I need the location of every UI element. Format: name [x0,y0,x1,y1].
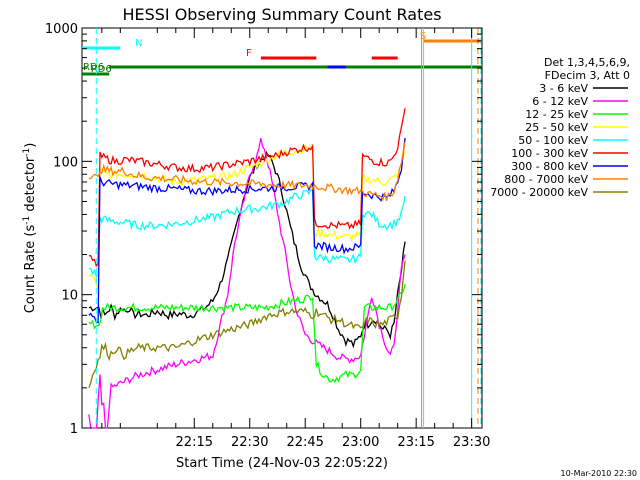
legend-label-2: 12 - 25 keV [525,108,588,121]
series-line-5 [88,108,406,268]
y-tick-label: 1 [70,422,78,437]
series-line-4 [88,188,406,279]
series-line-1 [88,137,406,429]
x-tick-label: 22:30 [231,435,268,450]
state-bar-label-3: RD6 [83,62,104,73]
plot-border [81,27,483,429]
y-axis-label-mid: detector [23,156,38,216]
chart-title: HESSI Observing Summary Count Rates [122,5,441,24]
y-tick-label: 10 [61,289,78,304]
series-line-6 [88,137,406,324]
legend-label-7: 800 - 7000 keV [504,173,588,186]
x-axis-label: Start Time (24-Nov-03 22:05:22) [176,456,388,471]
legend: Det 1,3,4,5,6,9,FDecim 3, Att 03 - 6 keV… [490,56,630,199]
series-line-3 [88,143,406,291]
x-tick-label: 22:15 [176,435,213,450]
series-line-0 [88,150,406,349]
y-tick-label: 100 [53,155,78,170]
state-bar-label-0: N [135,38,142,49]
legend-label-5: 100 - 300 keV [511,147,588,160]
y-axis-label-sup2: -1 [22,148,32,157]
plot-frame [81,27,483,429]
mode-lines [95,28,482,428]
x-tick-label: 23:30 [453,435,490,450]
state-bar-label-4: RD6 [91,64,112,75]
legend-label-3: 25 - 50 keV [525,121,588,134]
y-axis-label-sup1: -1 [22,216,32,225]
series-line-8 [88,260,406,389]
legend-header-line: FDecim 3, Att 0 [545,69,630,82]
x-tick-label: 23:00 [342,435,379,450]
state-bar-label-1: F [246,48,252,59]
y-axis-label-main: Count Rate (s [23,225,38,314]
legend-header-line: Det 1,3,4,5,6,9, [544,56,630,69]
x-tick-label: 22:45 [286,435,323,450]
legend-label-8: 7000 - 20000 keV [490,186,588,199]
x-tick-label: 23:15 [397,435,434,450]
legend-label-6: 300 - 800 keV [511,160,588,173]
y-tick-label: 1000 [45,22,78,37]
y-axis-label: Count Rate (s-1 detector-1) [22,143,38,314]
series-lines [88,108,406,429]
state-bar-label-2: S [420,31,426,42]
axes: 1 10 100 1000 22:15 22:30 22:45 23:00 23:15 23:30 [45,22,490,450]
y-axis-label-end: ) [23,143,38,148]
legend-label-0: 3 - 6 keV [539,82,588,95]
legend-label-1: 6 - 12 keV [532,95,588,108]
series-line-2 [88,283,406,384]
date-stamp: 10-Mar-2010 22:30 [561,469,638,478]
series-line-7 [88,141,406,202]
legend-label-4: 50 - 100 keV [518,134,588,147]
